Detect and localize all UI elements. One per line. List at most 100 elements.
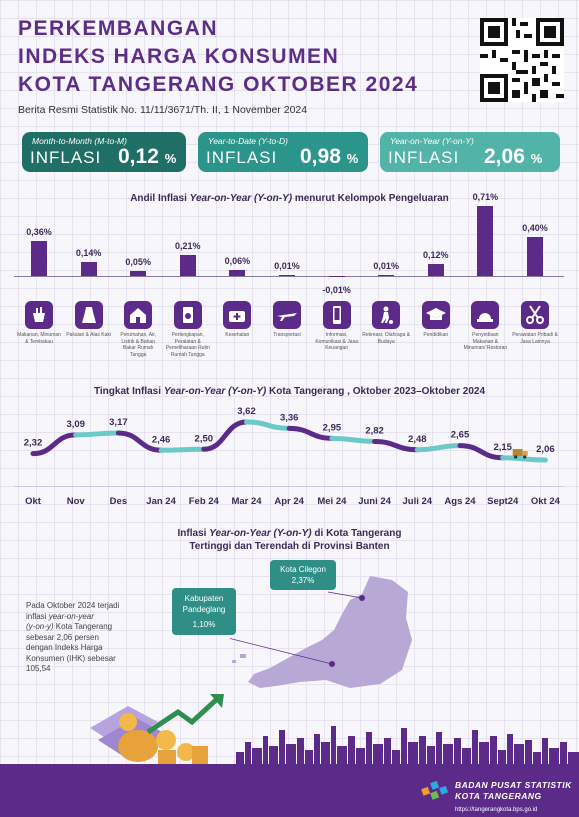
note-line: 105,54 xyxy=(26,664,51,673)
andil-category-label: Transportasi xyxy=(273,332,301,338)
trend-value-label: 2,32 xyxy=(24,438,43,449)
money-bag-icon xyxy=(118,730,158,762)
medical-kit-icon xyxy=(223,301,252,329)
trend-x-tick-label: Mei 24 xyxy=(317,496,347,507)
andil-category-label: Perlengkapan, Peralatan & Pemeliharaan R… xyxy=(165,332,210,358)
ytd-card-prefix: INFLASI xyxy=(206,148,278,167)
yoy-card-prefix: INFLASI xyxy=(388,148,460,167)
andil-bar xyxy=(427,264,444,276)
trend-title-suffix: Kota Tangerang , Oktober 2023–Oktober 20… xyxy=(266,386,486,397)
scissors-icon xyxy=(521,301,549,329)
footer-org-line2: KOTA TANGERANG xyxy=(455,791,542,801)
growth-arrow-head-icon xyxy=(210,694,224,708)
trend-x-tick-label: Okt xyxy=(25,496,41,507)
note-line: Pada Oktober 2024 terjadi xyxy=(26,601,120,610)
coin-icon xyxy=(119,713,137,731)
trend-axis xyxy=(14,486,564,487)
money-growth-illustration xyxy=(90,694,224,764)
note-line: dengan Indeks Harga xyxy=(26,643,103,652)
mtm-card-label: Month-to-Month (M-to-M) xyxy=(32,136,127,146)
andil-chart-title: Andil Inflasi Year-on-Year (Y-on-Y) menu… xyxy=(0,193,579,204)
andil-title-italic: Year-on-Year (Y-on-Y) xyxy=(189,193,293,204)
andil-value-label: 0,21% xyxy=(175,241,201,252)
subtitle: Berita Resmi Statistik No. 11/11/3671/Th… xyxy=(18,104,308,116)
qr-code-icon[interactable] xyxy=(480,18,564,102)
andil-bar xyxy=(31,240,47,276)
andil-value-label: 0,14% xyxy=(75,248,102,259)
cilegon-name: Kota Cilegon xyxy=(280,565,326,574)
trend-value-label: 2,46 xyxy=(152,434,171,445)
andil-value-label: 0,05% xyxy=(125,257,151,268)
trend-line-segment xyxy=(115,430,164,453)
island-shape xyxy=(240,654,246,658)
note-line: Kota Tangerang xyxy=(53,622,113,631)
pandeglang-name-line2: Pandeglang xyxy=(182,605,226,614)
andil-value-label: 0,36% xyxy=(26,226,52,237)
island-shape xyxy=(232,660,236,663)
trend-value-label: 3,62 xyxy=(237,406,256,417)
note-line: Konsumen (IHK) sebesar xyxy=(26,653,116,663)
ytd-card-label: Year-to-Date (Y-to-D) xyxy=(208,136,288,146)
note-line: sebesar 2,06 persen xyxy=(26,632,99,642)
trend-value-label: 2,65 xyxy=(451,430,470,441)
yoy-card-label: Year-on-Year (Y-on-Y) xyxy=(390,136,474,146)
dress-icon xyxy=(74,301,103,329)
trend-line-segment xyxy=(457,443,506,461)
andil-bar xyxy=(527,236,543,276)
coin-icon xyxy=(156,730,176,750)
banten-province-shape xyxy=(248,576,412,688)
andil-title-suffix: menurut Kelompok Pengeluaran xyxy=(292,193,449,204)
trend-x-tick-label: Ags 24 xyxy=(444,496,476,507)
restaurant-icon xyxy=(471,301,500,329)
trend-value-label: 3,17 xyxy=(109,417,128,428)
trend-x-tick-label: Apr 24 xyxy=(274,496,304,507)
truck-icon xyxy=(512,449,528,459)
andil-category-label: Perawatan Pribadi & Jasa Lainnya xyxy=(512,332,558,345)
house-icon xyxy=(124,301,153,329)
andil-value-label: 0,40% xyxy=(522,222,548,233)
football-player-icon xyxy=(372,301,401,329)
trend-line-segment xyxy=(30,432,79,457)
growth-arrow-icon xyxy=(146,698,218,735)
map-title-line1: Inflasi Year-on-Year (Y-on-Y) di Kota Ta… xyxy=(0,528,579,539)
mtm-card-prefix: INFLASI xyxy=(30,148,102,167)
trend-title-italic: Year-on-Year (Y-on-Y) xyxy=(163,386,267,397)
trend-x-tick-label: Okt 24 xyxy=(530,496,560,507)
trend-x-tick-label: Nov xyxy=(66,496,85,507)
trend-line-segment xyxy=(414,443,463,453)
ytd-card-value: 0,98 xyxy=(300,145,341,168)
coin-stack-icon xyxy=(158,750,176,764)
trend-line-chart: 2,32 3,09 3,17 2,46 2,50 3,62 3,36 2,95 2,82 2,48… xyxy=(24,406,555,463)
trend-line-segment xyxy=(158,446,207,453)
trend-line-segment xyxy=(286,425,335,441)
trend-x-tick-label: Des xyxy=(109,496,128,507)
banten-map xyxy=(230,576,412,688)
yoy-card-unit: % xyxy=(530,151,543,166)
footer-org-line1: BADAN PUSAT STATISTIK xyxy=(455,780,572,790)
food-icon xyxy=(25,301,53,329)
andil-bar xyxy=(130,271,147,276)
andil-bar xyxy=(477,206,494,276)
appliance-icon xyxy=(173,301,202,329)
trend-chart-title: Tingkat Inflasi Year-on-Year (Y-on-Y) Ko… xyxy=(0,386,579,397)
andil-value-label: 0,01% xyxy=(274,260,300,271)
page-title-line1: PERKEMBANGAN xyxy=(18,17,219,40)
andil-category-label: Makanan, Minuman & Tembakau xyxy=(17,332,61,345)
mtm-card: Month-to-Month (M-to-M) INFLASI 0,12 % xyxy=(22,132,186,172)
andil-baseline xyxy=(14,276,564,277)
pandeglang-leader-line xyxy=(230,638,333,665)
andil-category-label: Informasi, Komunikasi & Jasa Keuangan xyxy=(315,332,358,351)
andil-value-label: 0,06% xyxy=(224,256,251,267)
bps-logo-icon[interactable] xyxy=(420,778,450,804)
trend-x-tick-label: Juli 24 xyxy=(402,496,433,507)
smartphone-icon xyxy=(322,301,351,329)
cilegon-callout: Kota Cilegon 2,37% xyxy=(270,560,336,590)
map-title-suffix: di Kota Tangerang xyxy=(311,528,402,539)
footer-url[interactable]: https://tangerangkota.bps.go.id xyxy=(455,807,538,813)
city-skyline-illustration xyxy=(236,726,579,766)
airplane-icon xyxy=(273,301,301,329)
andil-bar xyxy=(279,274,295,276)
andil-value-label: 0,01% xyxy=(373,260,399,271)
map-title-line2: Tertinggi dan Terendah di Provinsi Bante… xyxy=(189,541,390,552)
andil-category-label: Rekreasi, Olahraga & Budaya xyxy=(362,332,411,345)
